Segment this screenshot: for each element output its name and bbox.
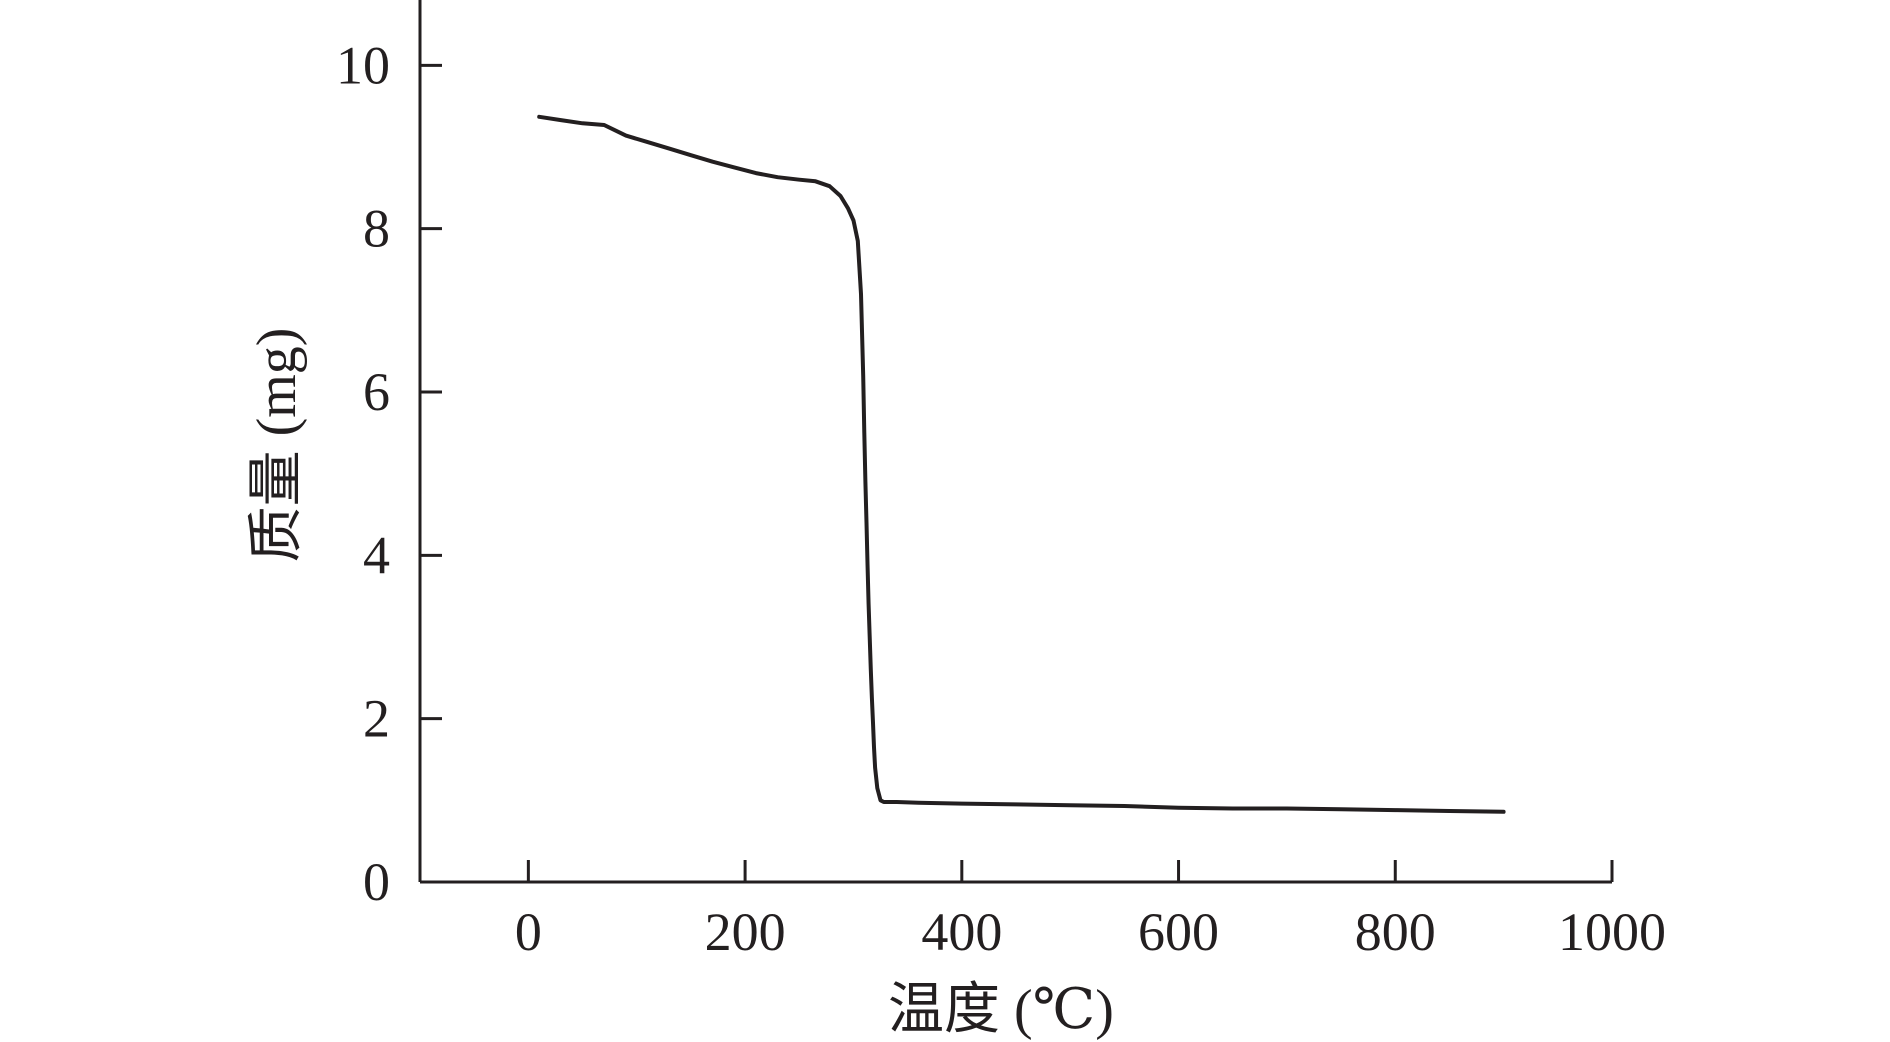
mass-curve-line xyxy=(537,114,1506,814)
x-axis-title: 温度 (℃) xyxy=(888,979,1114,1041)
axes xyxy=(418,0,1612,884)
y-tick-label: 0 xyxy=(363,852,390,912)
x-tick-label: 600 xyxy=(1138,902,1219,962)
x-tick-label: 0 xyxy=(515,902,542,962)
x-tick-label: 1000 xyxy=(1558,902,1666,962)
y-tick-label: 4 xyxy=(363,525,390,585)
series-layer xyxy=(537,114,1506,814)
x-tick-label: 800 xyxy=(1355,902,1436,962)
x-axis-ticks: 0 200 400 600 800 1000 xyxy=(515,860,1666,962)
y-axis-ticks: 0 2 4 6 8 10 xyxy=(336,35,442,912)
y-axis-title: 质量 (mg) xyxy=(246,328,308,563)
y-tick-label: 6 xyxy=(363,362,390,422)
y-tick-label: 10 xyxy=(336,35,390,95)
x-tick-label: 200 xyxy=(705,902,786,962)
y-tick-label: 8 xyxy=(363,199,390,259)
x-tick-label: 400 xyxy=(921,902,1002,962)
y-tick-label: 2 xyxy=(363,689,390,749)
